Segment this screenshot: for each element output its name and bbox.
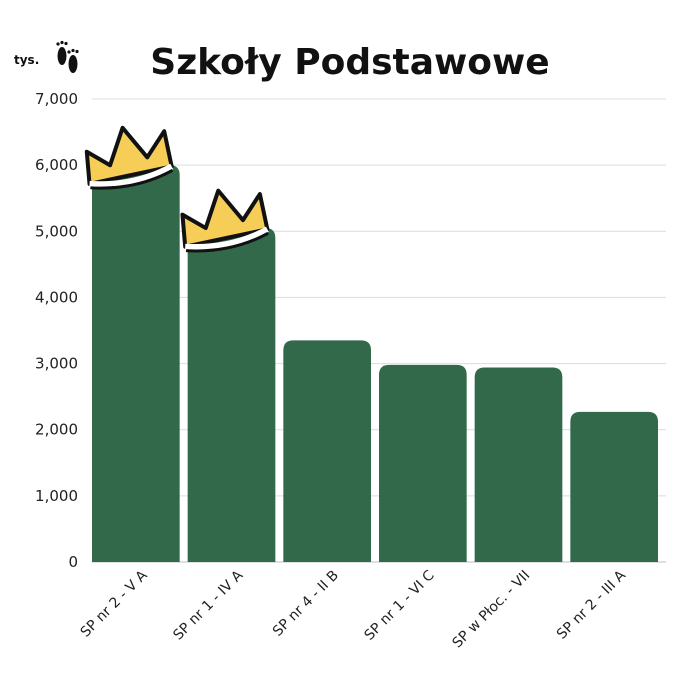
y-tick-label: 1,000 [35,487,78,505]
footprints-icon [56,40,79,73]
crowns [84,125,270,253]
bar [474,367,563,562]
crown-base-outline [90,169,174,190]
crown-base [185,226,269,251]
y-tick-label: 6,000 [35,156,78,174]
y-tick-label: 5,000 [35,222,78,240]
bar [283,340,371,562]
bar [379,364,467,562]
crown-shape [180,188,270,249]
y-tick-label: 4,000 [35,288,78,306]
y-tick-label: 0 [68,553,78,571]
crown-icon [180,188,270,253]
y-tick-label: 3,000 [35,355,78,373]
chart-title: Szkoły Podstawowe [150,42,549,83]
crown-base [89,163,174,188]
x-tick-label: SP w Płoc. - VII [449,568,533,652]
x-tick-label: SP nr 2 - V A [78,567,151,640]
y-axis: 0 1,000 2,000 3,000 4,000 5,000 6,000 7,000 [35,90,78,571]
x-tick-label: SP nr 1 - VI C [362,567,438,643]
x-tick-label: SP nr 1 - IV A [170,567,246,643]
crown-icon [84,125,174,190]
crown-base-outline [185,231,269,253]
bar [92,165,180,562]
bars [92,165,658,562]
unit-label: tys. [14,53,39,67]
y-tick-label: 7,000 [35,90,78,108]
crown-shape [84,125,174,186]
y-tick-label: 2,000 [35,421,78,439]
x-tick-label: SP nr 4 - II B [270,568,342,640]
x-axis: SP nr 2 - V A SP nr 1 - IV A SP nr 4 - II … [78,567,630,651]
x-tick-label: SP nr 2 - III A [554,567,629,642]
bar [187,227,276,562]
bar [570,411,658,562]
